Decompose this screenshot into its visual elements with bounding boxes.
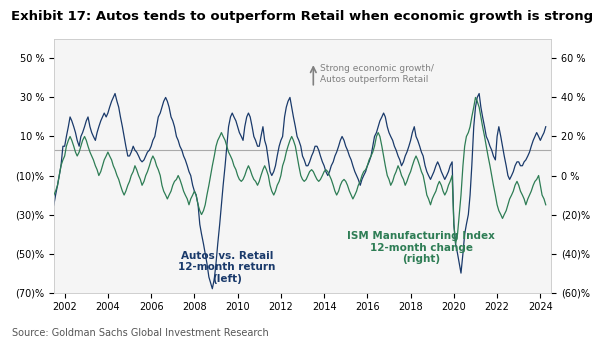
- Text: Strong economic growth/
Autos outperform Retail: Strong economic growth/ Autos outperform…: [320, 64, 434, 84]
- Text: Autos vs. Retail
12-month return
(left): Autos vs. Retail 12-month return (left): [178, 251, 275, 284]
- Text: Exhibit 17: Autos tends to outperform Retail when economic growth is strong: Exhibit 17: Autos tends to outperform Re…: [11, 10, 594, 23]
- Text: Source: Goldman Sachs Global Investment Research: Source: Goldman Sachs Global Investment …: [12, 328, 269, 338]
- Text: ISM Manufacturing Index
12-month change
(right): ISM Manufacturing Index 12-month change …: [347, 231, 495, 264]
